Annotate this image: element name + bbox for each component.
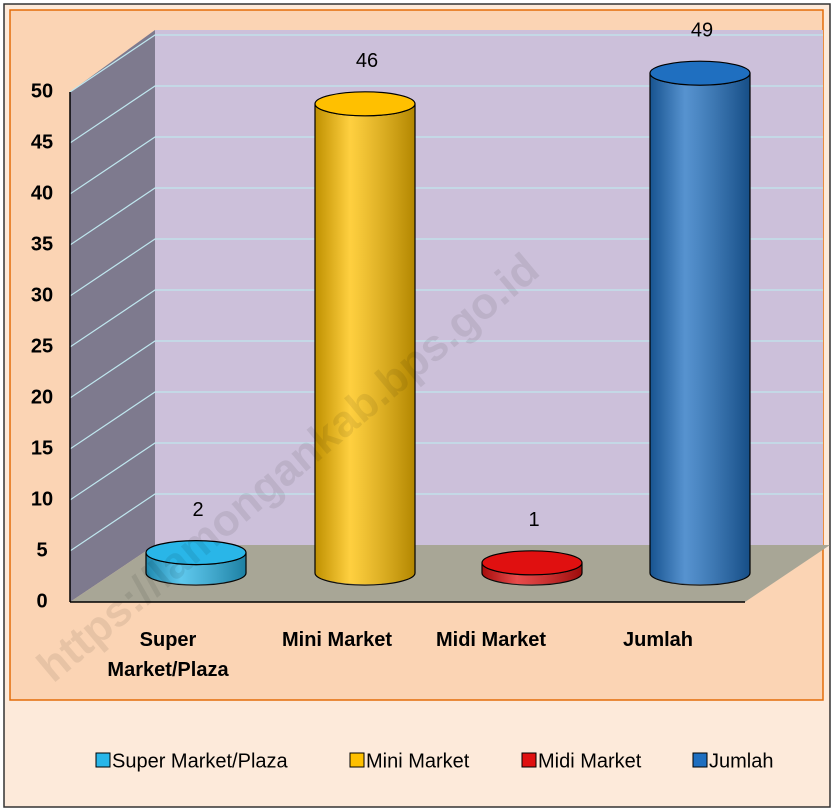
bar-top	[649, 60, 751, 86]
legend-label: Super Market/Plaza	[112, 750, 289, 772]
y-tick-label: 25	[31, 335, 53, 357]
grid-line	[69, 442, 823, 501]
legend-label: Jumlah	[709, 750, 773, 772]
grid-line	[69, 238, 823, 297]
grid-line	[69, 391, 823, 450]
grid-line	[69, 34, 823, 93]
bar-shade	[315, 103, 415, 586]
grid-line	[69, 493, 823, 552]
grid-line	[69, 187, 823, 246]
legend-swatch	[349, 752, 365, 768]
y-tick-label: 35	[31, 233, 53, 255]
bar-shade	[146, 552, 246, 585]
bar-top	[314, 91, 416, 117]
grid-line	[69, 85, 823, 144]
y-tick-label: 0	[36, 590, 47, 612]
legend-swatch	[521, 752, 537, 768]
bar-shade	[650, 73, 750, 585]
x-tick-label: Midi Market	[435, 629, 547, 651]
y-tick-label: 10	[31, 488, 53, 510]
bar-shade	[482, 562, 582, 585]
grid-line	[69, 289, 823, 348]
legend-label: Midi Market	[538, 750, 642, 772]
y-tick-label: 45	[31, 131, 53, 153]
y-tick-label: 15	[31, 437, 53, 459]
legend-swatch	[95, 752, 111, 768]
floor	[70, 545, 830, 602]
x-tick-label: Super Market/Plaza	[107, 629, 229, 681]
legend-swatch	[692, 752, 708, 768]
x-tick-label: Jumlah	[622, 629, 694, 651]
data-label: 1	[528, 509, 539, 531]
data-label: 46	[356, 50, 378, 72]
bar-top	[481, 550, 583, 576]
grid-line	[69, 136, 823, 195]
y-tick-label: 50	[31, 80, 53, 102]
x-tick-label: Mini Market	[281, 629, 393, 651]
y-tick-label: 5	[36, 539, 47, 561]
data-label: 2	[192, 499, 203, 521]
legend-label: Mini Market	[366, 750, 470, 772]
y-tick-label: 20	[31, 386, 53, 408]
y-tick-label: 40	[31, 182, 53, 204]
grid-line	[69, 340, 823, 399]
bar-top	[145, 539, 247, 566]
side-wall	[70, 30, 155, 602]
data-label: 49	[691, 19, 713, 41]
y-tick-label: 30	[31, 284, 53, 306]
